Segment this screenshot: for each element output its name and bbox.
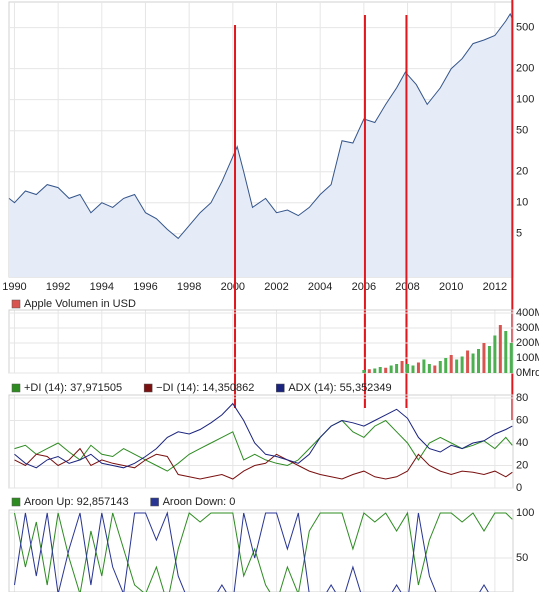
volume-bar: [504, 331, 508, 373]
y-tick-label: 300M: [516, 322, 539, 334]
legend-swatch: [150, 497, 159, 507]
volume-bar: [444, 358, 448, 373]
volume-bar: [362, 370, 366, 373]
legend-swatch: [11, 299, 21, 309]
y-tick-label: 500: [516, 22, 534, 34]
legend-swatch: [143, 383, 153, 393]
volume-bar: [400, 361, 404, 373]
price-line: [8, 12, 514, 240]
volume-bar: [411, 365, 415, 373]
volume-bar: [378, 367, 382, 373]
x-tick-label: 2002: [264, 281, 288, 293]
volume-bar: [389, 365, 393, 373]
y-tick-label: 50: [516, 552, 528, 564]
y-tick-label: 100: [516, 507, 534, 519]
volume-bar: [395, 364, 399, 373]
volume-bar: [487, 346, 491, 373]
y-tick-label: 10: [516, 197, 528, 209]
x-tick-label: 1992: [46, 281, 70, 293]
y-tick-label: 0: [516, 482, 522, 494]
volume-bar: [460, 356, 464, 373]
volume-bar: [422, 359, 426, 373]
x-tick-label: 2012: [483, 281, 507, 293]
x-tick-label: 2008: [395, 281, 419, 293]
legend-label: Aroon Up: 92,857143: [24, 496, 129, 508]
volume-bar: [482, 343, 486, 373]
y-tick-label: 0Mrd: [516, 367, 539, 379]
legend-label: ADX (14): 55,352349: [288, 382, 391, 394]
volume-bar: [498, 325, 502, 373]
x-tick-label: 2000: [221, 281, 245, 293]
x-tick-label: 1994: [90, 281, 114, 293]
volume-bar: [384, 367, 388, 373]
volume-bar: [367, 369, 371, 373]
indicator-line: [14, 511, 489, 592]
y-tick-label: 20: [516, 166, 528, 178]
legend-label: Aroon Down: 0: [163, 496, 236, 508]
volume-bar: [476, 349, 480, 373]
y-tick-label: 5: [516, 228, 522, 240]
price-area: [9, 13, 513, 278]
legend-label: −DI (14): 14,350862: [156, 382, 254, 394]
indicator-line: [14, 402, 513, 469]
y-tick-label: 200M: [516, 337, 539, 349]
x-tick-label: 1990: [2, 281, 26, 293]
x-tick-label: 1996: [133, 281, 157, 293]
volume-bar: [471, 353, 475, 373]
y-tick-label: 50: [516, 125, 528, 137]
volume-bar: [455, 359, 459, 373]
volume-bar: [416, 362, 420, 373]
y-tick-label: 400M: [516, 307, 539, 319]
legend-label: Apple Volumen in USD: [24, 298, 136, 310]
legend-swatch: [11, 383, 21, 393]
volume-bar: [466, 350, 470, 373]
y-tick-label: 20: [516, 459, 528, 471]
volume-bar: [449, 355, 453, 373]
volume-bar: [406, 364, 410, 373]
indicator-line: [14, 419, 513, 472]
y-tick-label: 200: [516, 63, 534, 75]
x-tick-label: 2004: [308, 281, 332, 293]
y-tick-label: 100M: [516, 352, 539, 364]
volume-bar: [509, 343, 513, 373]
indicator-line: [14, 511, 513, 592]
y-tick-label: 80: [516, 392, 528, 404]
x-tick-label: 1998: [177, 281, 201, 293]
volume-bar: [438, 361, 442, 373]
volume-bar: [433, 365, 437, 373]
x-tick-label: 2006: [352, 281, 376, 293]
legend-swatch: [11, 497, 21, 507]
y-tick-label: 60: [516, 414, 528, 426]
legend-swatch: [276, 383, 285, 393]
volume-bar: [427, 364, 431, 373]
y-tick-label: 40: [516, 437, 528, 449]
x-tick-label: 2010: [439, 281, 463, 293]
y-tick-label: 100: [516, 94, 534, 106]
volume-bar: [493, 335, 497, 373]
volume-bar: [373, 368, 377, 373]
panel-frame: [8, 509, 514, 592]
legend-label: +DI (14): 37,971505: [24, 382, 122, 394]
indicator-line: [14, 447, 513, 480]
